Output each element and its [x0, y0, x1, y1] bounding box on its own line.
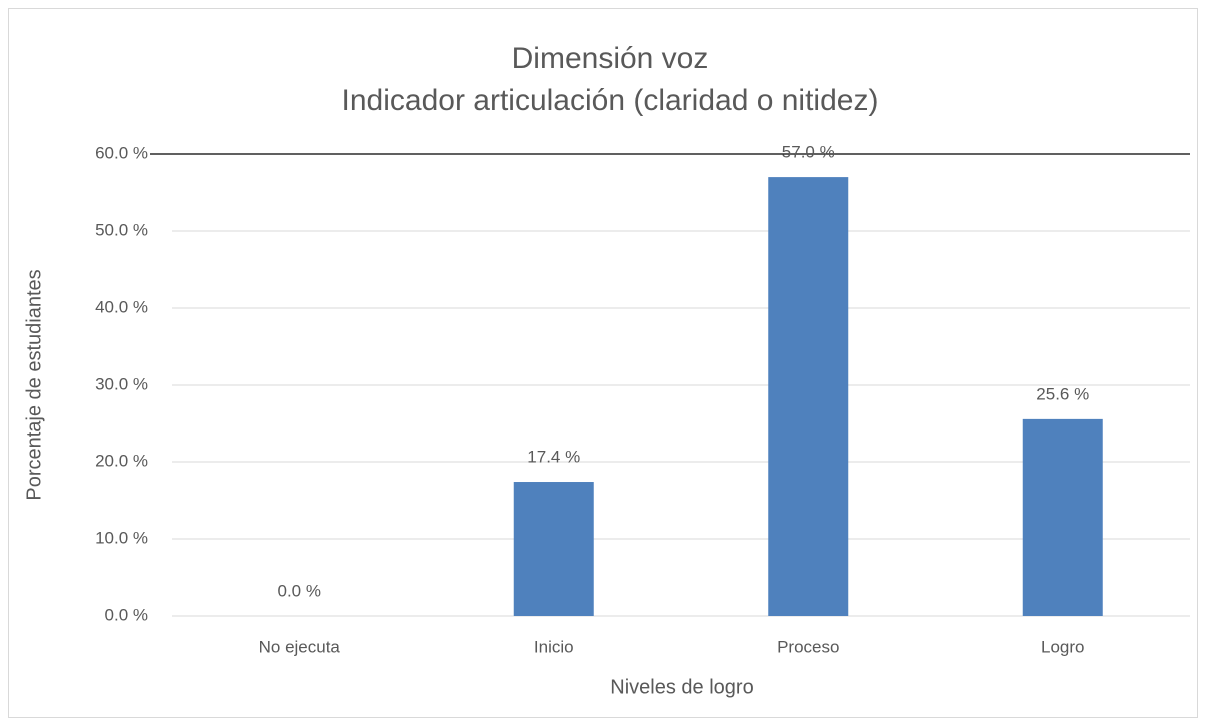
x-tick-label: Inicio [534, 637, 574, 656]
x-tick-label: Proceso [777, 637, 839, 656]
bar [513, 482, 594, 616]
x-axis-title: Niveles de logro [610, 676, 753, 698]
x-tick-label: Logro [1041, 637, 1084, 656]
bar [768, 177, 849, 616]
y-tick-label: 0.0 % [105, 605, 148, 624]
y-axis-title: Porcentaje de estudiantes [23, 269, 45, 500]
data-label: 57.0 % [782, 143, 835, 162]
y-tick-label: 60.0 % [95, 143, 148, 162]
chart-title: Dimensión voz [512, 42, 709, 75]
x-tick-label: No ejecuta [259, 637, 341, 656]
y-tick-label: 20.0 % [95, 451, 148, 470]
data-label: 0.0 % [278, 581, 321, 600]
y-tick-label: 30.0 % [95, 374, 148, 393]
data-label: 25.6 % [1036, 384, 1089, 403]
y-tick-label: 50.0 % [95, 220, 148, 239]
y-tick-label: 40.0 % [95, 297, 148, 316]
chart-border [8, 8, 1198, 718]
y-tick-label: 10.0 % [95, 528, 148, 547]
data-label: 17.4 % [527, 448, 580, 467]
bar [1022, 418, 1103, 616]
chart-subtitle: Indicador articulación (claridad o nitid… [342, 84, 879, 117]
